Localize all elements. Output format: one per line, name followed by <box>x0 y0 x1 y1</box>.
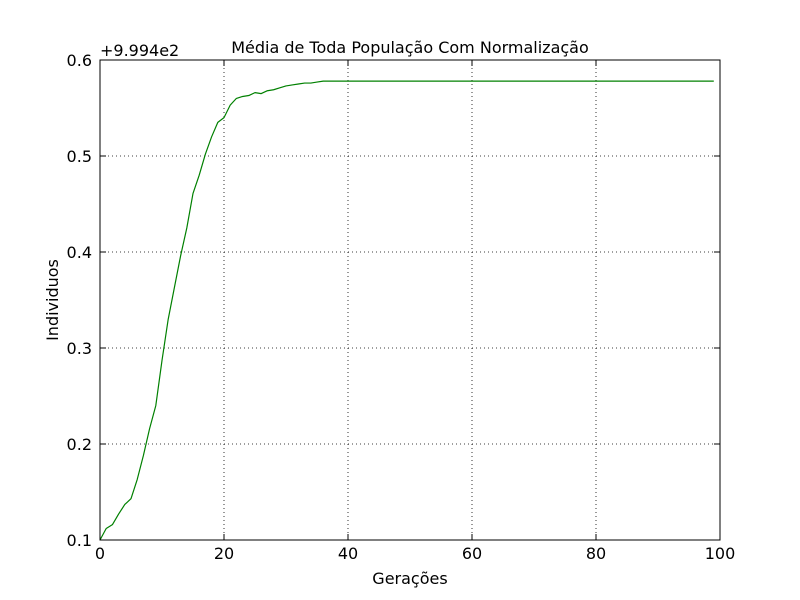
y-axis-label: Individuos <box>43 259 62 341</box>
series-layer <box>99 80 714 541</box>
plot-area <box>100 60 720 540</box>
y-tick-label: 0.6 <box>67 51 92 70</box>
x-tick-label: 100 <box>705 544 736 563</box>
y-tick-label: 0.1 <box>67 531 92 550</box>
y-tick-labels: 0.1 0.2 0.3 0.4 0.5 0.6 <box>67 51 92 550</box>
y-tick-label: 0.3 <box>67 339 92 358</box>
grid <box>100 60 720 540</box>
x-tick-label: 60 <box>462 544 482 563</box>
x-tick-label: 20 <box>214 544 234 563</box>
chart-title: Média de Toda População Com Normalização <box>231 38 589 57</box>
y-tick-label: 0.2 <box>67 435 92 454</box>
x-tick-label: 40 <box>338 544 358 563</box>
y-offset-label: +9.994e2 <box>100 41 179 60</box>
y-tick-label: 0.4 <box>67 243 92 262</box>
x-axis-label: Gerações <box>372 569 447 588</box>
plot-frame <box>99 59 721 541</box>
x-tick-label: 0 <box>95 544 105 563</box>
y-tick-label: 0.5 <box>67 147 92 166</box>
series-line <box>99 80 714 541</box>
ticks <box>99 59 721 541</box>
x-tick-labels: 0 20 40 60 80 100 <box>95 544 735 563</box>
x-tick-label: 80 <box>586 544 606 563</box>
